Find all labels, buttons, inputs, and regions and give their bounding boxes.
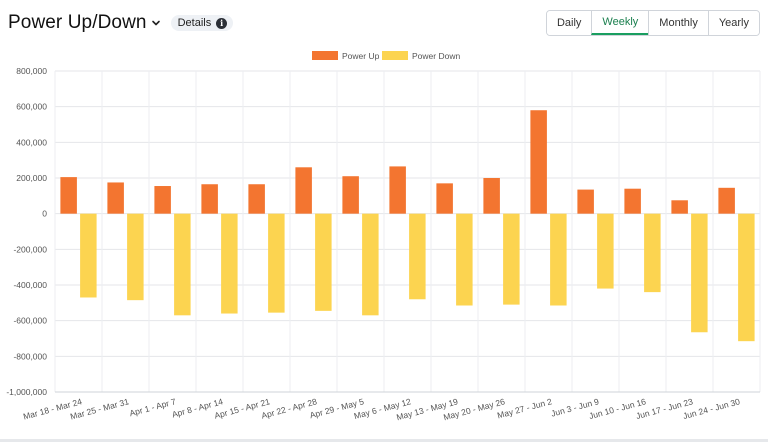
- bar-power-up[interactable]: [530, 110, 547, 214]
- bar-power-down[interactable]: [127, 213, 144, 301]
- y-tick-label: 600,000: [16, 102, 47, 112]
- bar-power-up[interactable]: [577, 189, 594, 214]
- y-tick-label: -200,000: [13, 244, 47, 254]
- title-dropdown[interactable]: Power Up/Down: [8, 12, 161, 34]
- y-tick-label: -800,000: [13, 351, 47, 361]
- bar-power-down[interactable]: [221, 213, 238, 314]
- bar-power-down[interactable]: [315, 213, 332, 311]
- bar-power-up[interactable]: [154, 186, 171, 214]
- chevron-down-icon[interactable]: [151, 18, 161, 28]
- y-tick-label: 0: [42, 209, 47, 219]
- power-up-down-chart: 800,000 600,000 400,000 200,000 0 -200,000 -40…: [6, 51, 761, 422]
- bar-power-up[interactable]: [389, 166, 406, 214]
- bar-power-down[interactable]: [550, 213, 567, 306]
- x-tick-label: May 27 - Jun 2: [496, 396, 553, 420]
- legend-label-power-down[interactable]: Power Down: [412, 51, 460, 61]
- x-tick-label: Apr 1 - Apr 7: [128, 396, 177, 418]
- legend-label-power-up[interactable]: Power Up: [342, 51, 380, 61]
- page-title: Power Up/Down: [8, 12, 147, 33]
- bar-power-up[interactable]: [107, 182, 124, 214]
- bar-power-down[interactable]: [409, 213, 426, 300]
- tab-monthly[interactable]: Monthly: [648, 11, 708, 35]
- y-tick-label: -400,000: [13, 280, 47, 290]
- y-tick-label: -600,000: [13, 316, 47, 326]
- bar-power-up[interactable]: [248, 184, 265, 214]
- bar-power-down[interactable]: [738, 213, 755, 342]
- bar-power-up[interactable]: [718, 187, 735, 214]
- legend-swatch-power-up[interactable]: [312, 51, 338, 60]
- bar-power-down[interactable]: [503, 213, 520, 305]
- info-icon: i: [216, 17, 228, 29]
- bar-power-up[interactable]: [483, 178, 500, 214]
- bar-power-up[interactable]: [201, 184, 218, 214]
- bar-power-down[interactable]: [644, 213, 661, 293]
- divider: [0, 439, 768, 442]
- bar-power-up[interactable]: [436, 183, 453, 214]
- y-tick-label: 200,000: [16, 173, 47, 183]
- y-tick-label: 400,000: [16, 137, 47, 147]
- bar-power-down[interactable]: [80, 213, 97, 298]
- tab-daily[interactable]: Daily: [546, 11, 592, 35]
- y-tick-label: -1,000,000: [6, 387, 47, 397]
- tab-yearly[interactable]: Yearly: [707, 11, 759, 35]
- bar-power-down[interactable]: [174, 213, 191, 316]
- period-tabs: Daily Weekly Monthly Yearly: [545, 10, 760, 36]
- bar-power-down[interactable]: [691, 213, 708, 333]
- details-button[interactable]: Details i: [170, 15, 234, 31]
- bar-power-up[interactable]: [624, 188, 641, 214]
- header: Power Up/Down Details i: [8, 10, 234, 36]
- details-label: Details: [177, 17, 212, 29]
- tab-weekly[interactable]: Weekly: [591, 11, 649, 35]
- y-tick-label: 800,000: [16, 66, 47, 76]
- bar-power-down[interactable]: [268, 213, 285, 313]
- bar-power-up[interactable]: [60, 177, 77, 214]
- bar-power-down[interactable]: [456, 213, 473, 306]
- bar-power-up[interactable]: [671, 200, 688, 214]
- bar-power-up[interactable]: [295, 167, 312, 214]
- bar-power-up[interactable]: [342, 176, 359, 214]
- bar-power-down[interactable]: [362, 213, 379, 316]
- legend-swatch-power-down[interactable]: [382, 51, 408, 60]
- bar-power-down[interactable]: [597, 213, 614, 289]
